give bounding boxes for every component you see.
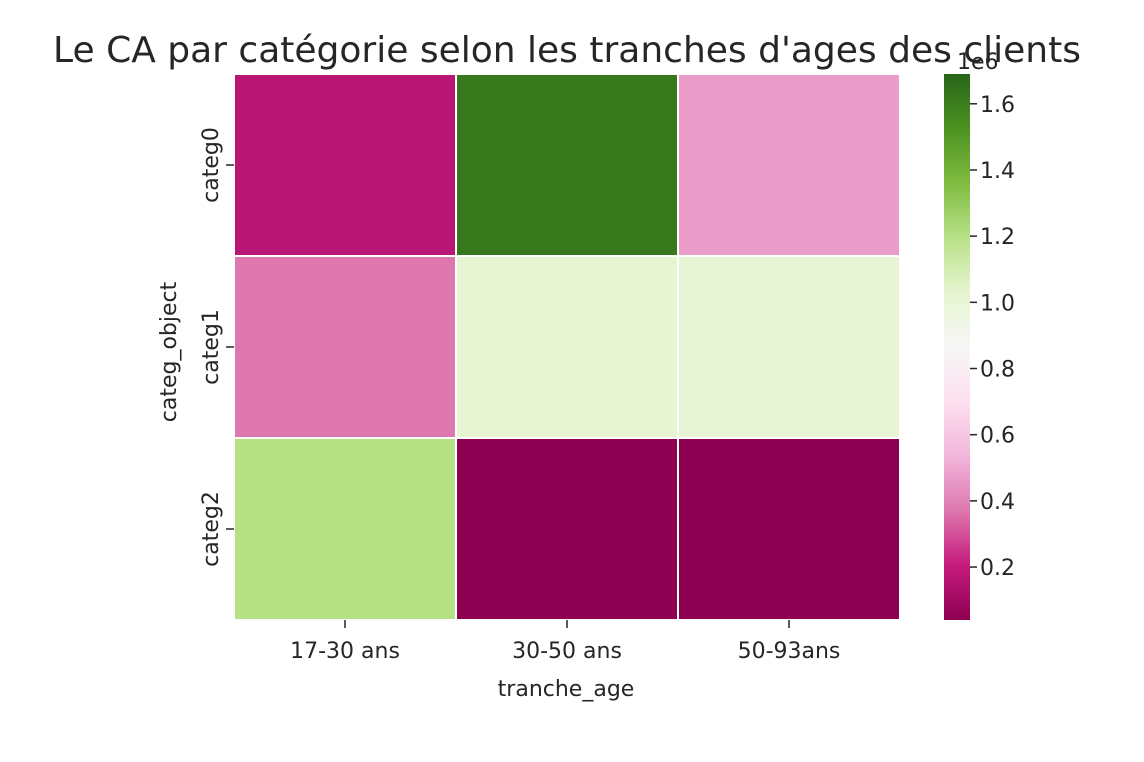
y-axis-ticks: categ0 categ1 categ2: [199, 127, 234, 567]
x-axis-ticks: 17-30 ans 30-50 ans 50-93ans: [290, 620, 840, 664]
heatmap-cell-categ2-2: [457, 439, 677, 619]
heatmap-cell-categ2-3: [679, 439, 899, 619]
heatmap-cell-categ1-3: [679, 257, 899, 437]
y-tick-label: categ2: [199, 491, 224, 567]
heatmap-cell-categ0-3: [679, 75, 899, 255]
colorbar-ticks: 0.2 0.4 0.6 0.8 1.0 1.2 1.4 1.6: [970, 93, 1015, 581]
x-tick-label: 17-30 ans: [290, 639, 400, 664]
colorbar-tick-label: 0.2: [980, 556, 1015, 581]
heatmap-cell-categ0-1: [235, 75, 455, 255]
y-tick-label: categ0: [199, 127, 224, 203]
heatmap-cell-categ1-1: [235, 257, 455, 437]
colorbar-tick-label: 1.2: [980, 225, 1015, 250]
colorbar-tick-label: 0.8: [980, 358, 1015, 383]
x-tick-label: 50-93ans: [738, 639, 841, 664]
colorbar-multiplier: 1e6: [957, 50, 999, 75]
colorbar: [944, 74, 970, 620]
y-tick-label: categ1: [199, 309, 224, 385]
heatmap-cells: [235, 75, 899, 619]
chart-title: Le CA par catégorie selon les tranches d…: [53, 30, 1081, 71]
heatmap-cell-categ2-1: [235, 439, 455, 619]
colorbar-tick-label: 0.4: [980, 490, 1015, 515]
colorbar-tick-label: 1.4: [980, 159, 1015, 184]
colorbar-tick-label: 1.6: [980, 93, 1015, 118]
x-axis-label: tranche_age: [498, 677, 635, 702]
colorbar-tick-label: 1.0: [980, 291, 1015, 316]
y-axis-label: categ_object: [157, 281, 182, 422]
heatmap-cell-categ1-2: [457, 257, 677, 437]
heatmap-cell-categ0-2: [457, 75, 677, 255]
x-tick-label: 30-50 ans: [512, 639, 622, 664]
colorbar-tick-label: 0.6: [980, 424, 1015, 449]
